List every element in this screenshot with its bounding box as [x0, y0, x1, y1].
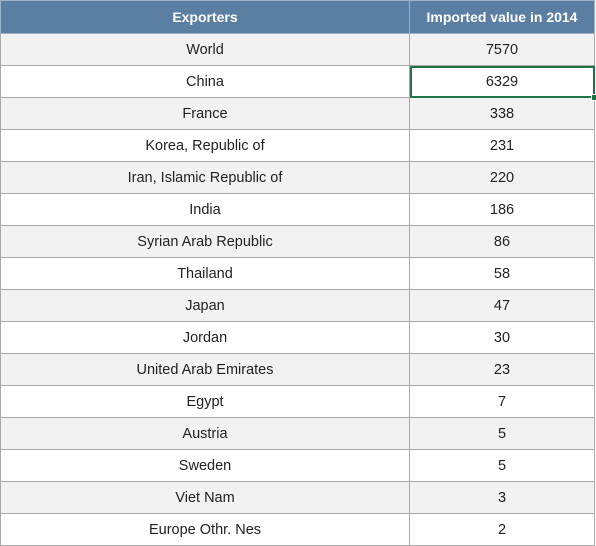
header-row: Exporters Imported value in 2014	[0, 0, 595, 34]
table-row: Jordan 30	[0, 321, 595, 354]
cell-exporter[interactable]: Europe Othr. Nes	[0, 513, 410, 546]
table-row: United Arab Emirates 23	[0, 353, 595, 386]
cell-exporter[interactable]: Jordan	[0, 321, 410, 354]
cell-exporter[interactable]: Austria	[0, 417, 410, 450]
table-row: Korea, Republic of 231	[0, 129, 595, 162]
cell-exporter[interactable]: Egypt	[0, 385, 410, 418]
cell-value[interactable]: 2	[409, 513, 595, 546]
cell-exporter[interactable]: China	[0, 65, 410, 98]
cell-exporter[interactable]: Korea, Republic of	[0, 129, 410, 162]
table-row: China 6329	[0, 65, 596, 101]
table-row: India 186	[0, 193, 595, 226]
cell-value-text: 6329	[485, 73, 519, 90]
table-row: Thailand 58	[0, 257, 595, 290]
cell-value[interactable]: 7570	[409, 33, 595, 66]
table-row: Viet Nam 3	[0, 481, 595, 514]
cell-exporter[interactable]: France	[0, 97, 410, 130]
cell-exporter[interactable]: Viet Nam	[0, 481, 410, 514]
cell-value[interactable]: 186	[409, 193, 595, 226]
cell-value-selected[interactable]: 6329	[409, 65, 596, 101]
table-row: Egypt 7	[0, 385, 595, 418]
cell-value[interactable]: 23	[409, 353, 595, 386]
fill-handle[interactable]	[591, 94, 596, 101]
cell-value[interactable]: 58	[409, 257, 595, 290]
cell-value[interactable]: 3	[409, 481, 595, 514]
cell-exporter[interactable]: United Arab Emirates	[0, 353, 410, 386]
table-row: Syrian Arab Republic 86	[0, 225, 595, 258]
selection-edge	[594, 95, 596, 96]
cell-value[interactable]: 5	[409, 417, 595, 450]
cell-exporter[interactable]: India	[0, 193, 410, 226]
cell-value[interactable]: 338	[409, 97, 595, 130]
table-row: World 7570	[0, 33, 595, 66]
header-imported-value[interactable]: Imported value in 2014	[409, 0, 595, 34]
cell-exporter[interactable]: World	[0, 33, 410, 66]
cell-value[interactable]: 231	[409, 129, 595, 162]
cell-value[interactable]: 220	[409, 161, 595, 194]
cell-exporter[interactable]: Thailand	[0, 257, 410, 290]
table-row: Iran, Islamic Republic of 220	[0, 161, 595, 194]
table-row: Sweden 5	[0, 449, 595, 482]
cell-value[interactable]: 30	[409, 321, 595, 354]
cell-value[interactable]: 7	[409, 385, 595, 418]
cell-value[interactable]: 5	[409, 449, 595, 482]
header-exporters[interactable]: Exporters	[0, 0, 410, 34]
table-row: France 338	[0, 97, 595, 130]
cell-value[interactable]: 86	[409, 225, 595, 258]
cell-value[interactable]: 47	[409, 289, 595, 322]
table-row: Austria 5	[0, 417, 595, 450]
table-row: Japan 47	[0, 289, 595, 322]
cell-exporter[interactable]: Syrian Arab Republic	[0, 225, 410, 258]
table-row: Europe Othr. Nes 2	[0, 513, 595, 546]
cell-exporter[interactable]: Japan	[0, 289, 410, 322]
cell-exporter[interactable]: Sweden	[0, 449, 410, 482]
cell-exporter[interactable]: Iran, Islamic Republic of	[0, 161, 410, 194]
